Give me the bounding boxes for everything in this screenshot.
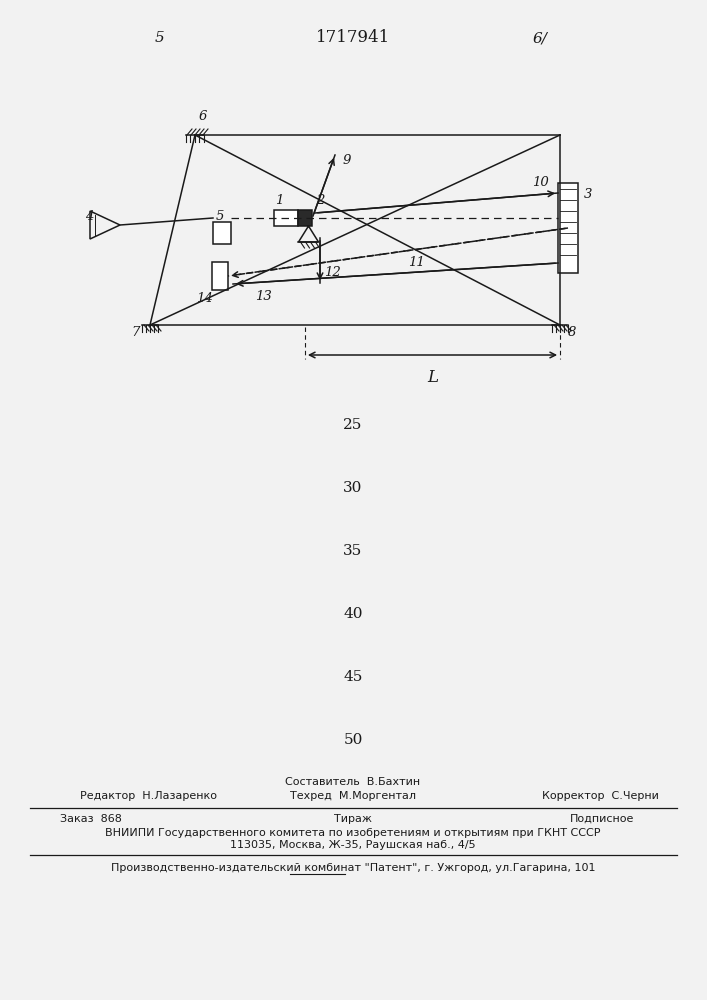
Text: 10: 10	[532, 176, 549, 190]
Bar	[213, 222, 231, 244]
Text: 50: 50	[344, 733, 363, 747]
Bar	[558, 183, 578, 273]
Text: 1717941: 1717941	[316, 29, 390, 46]
Text: 1: 1	[275, 194, 284, 207]
Text: 8: 8	[568, 326, 576, 340]
Text: Редактор  Н.Лазаренко: Редактор Н.Лазаренко	[80, 791, 217, 801]
Bar	[274, 210, 298, 226]
Text: Производственно-издательский комбинат "Патент", г. Ужгород, ул.Гагарина, 101: Производственно-издательский комбинат "П…	[111, 863, 595, 873]
Text: 30: 30	[344, 481, 363, 495]
Bar	[212, 262, 228, 290]
Text: 6: 6	[199, 110, 207, 123]
Text: 7: 7	[132, 326, 140, 340]
Text: Подписное: Подписное	[570, 814, 634, 824]
Text: Тираж: Тираж	[334, 814, 372, 824]
Text: 113035, Москва, Ж-35, Раушская наб., 4/5: 113035, Москва, Ж-35, Раушская наб., 4/5	[230, 840, 476, 850]
Text: 25: 25	[344, 418, 363, 432]
Text: 45: 45	[344, 670, 363, 684]
Text: 5: 5	[216, 211, 224, 224]
Text: 6/: 6/	[532, 31, 547, 45]
Text: Корректор  С.Черни: Корректор С.Черни	[542, 791, 658, 801]
Text: L: L	[427, 369, 438, 386]
Text: Техред  М.Моргентал: Техред М.Моргентал	[290, 791, 416, 801]
Text: 35: 35	[344, 544, 363, 558]
Text: 9: 9	[343, 153, 351, 166]
Text: 2: 2	[316, 194, 325, 207]
Text: 12: 12	[324, 266, 340, 279]
Text: 5: 5	[155, 31, 165, 45]
Text: ВНИИПИ Государственного комитета по изобретениям и открытиям при ГКНТ СССР: ВНИИПИ Государственного комитета по изоб…	[105, 828, 601, 838]
Text: 4: 4	[85, 211, 93, 224]
Text: 14: 14	[196, 292, 212, 304]
Bar	[298, 210, 312, 226]
Text: 40: 40	[344, 607, 363, 621]
Text: 3: 3	[584, 188, 592, 202]
Text: 13: 13	[255, 290, 271, 302]
Text: Заказ  868: Заказ 868	[60, 814, 122, 824]
Text: Составитель  В.Бахтин: Составитель В.Бахтин	[286, 777, 421, 787]
Text: 11: 11	[408, 255, 424, 268]
